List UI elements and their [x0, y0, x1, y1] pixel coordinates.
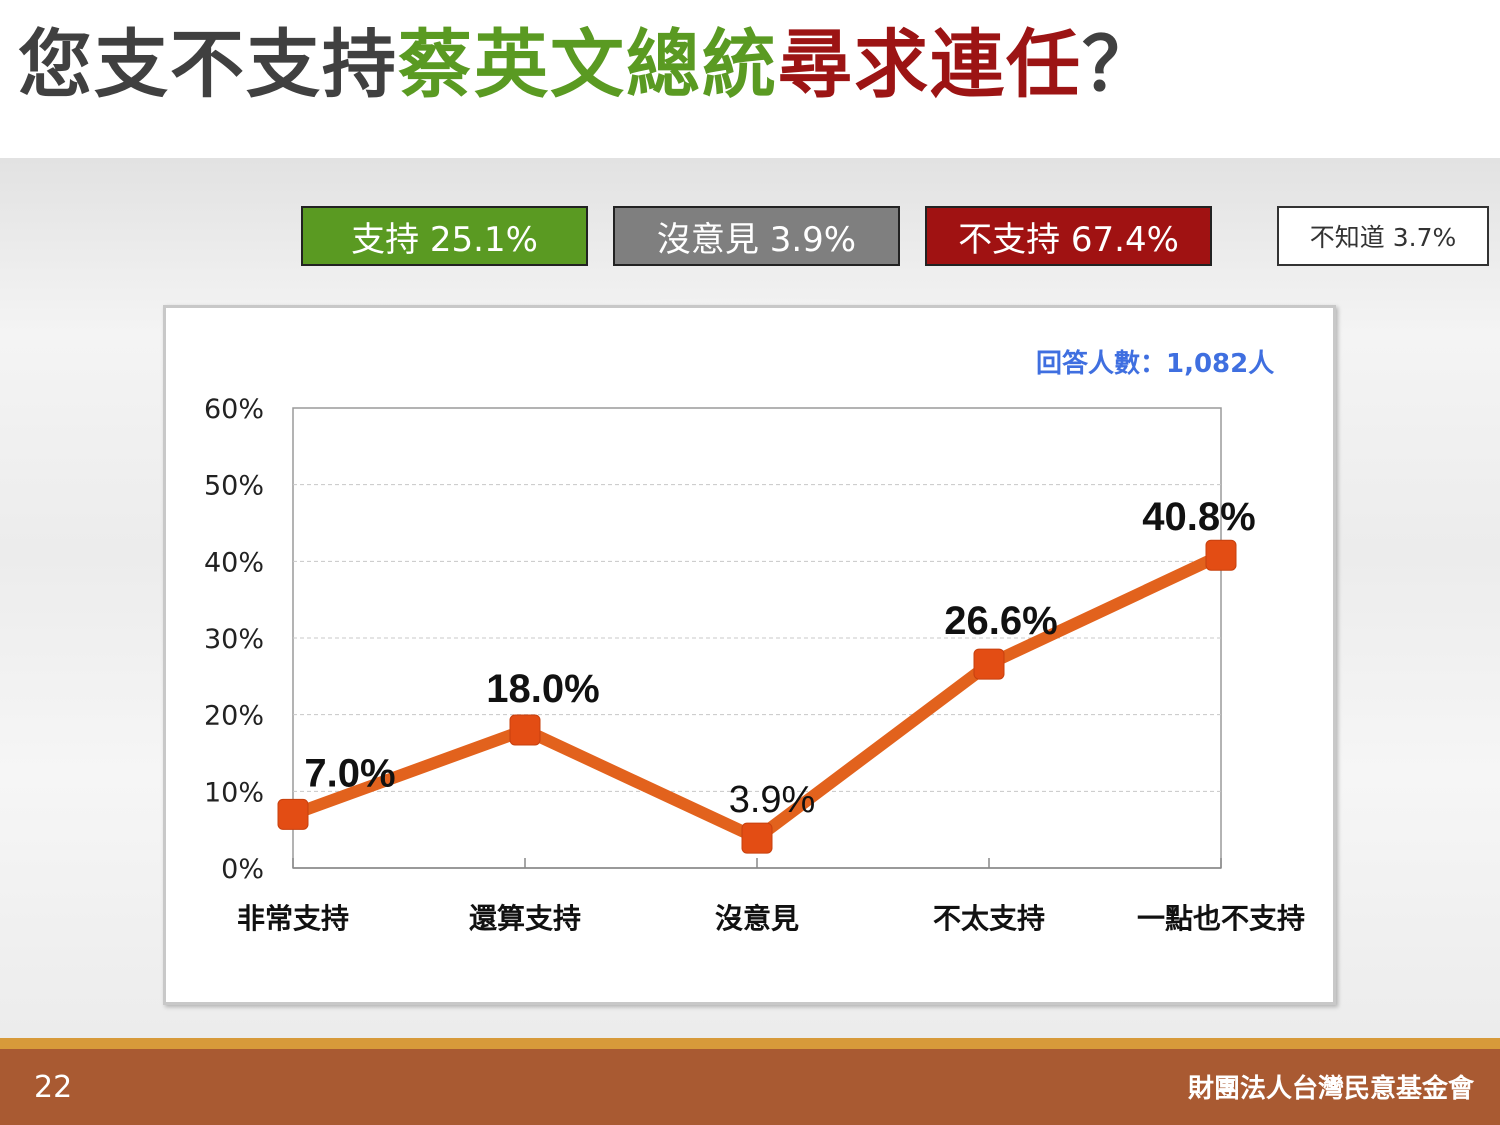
page-title: 您支不支持蔡英文總統尋求連任？: [18, 28, 1158, 102]
title-part-mark: ？: [1082, 22, 1158, 108]
summary-no-opinion-box: 沒意見 3.9%: [613, 206, 900, 266]
y-tick-label: 10%: [204, 777, 264, 808]
y-tick-label: 0%: [221, 854, 264, 885]
y-tick-label: 40%: [204, 547, 264, 578]
summary-support-box: 支持 25.1%: [301, 206, 588, 266]
x-category-label: 還算支持: [469, 902, 581, 935]
x-category-label: 一點也不支持: [1137, 902, 1305, 935]
x-category-label: 非常支持: [237, 902, 349, 935]
respondent-count: 回答人數：1,082人: [1036, 349, 1275, 379]
data-label: 3.9%: [729, 779, 816, 821]
data-label: 26.6%: [944, 599, 1057, 643]
y-tick-label: 50%: [204, 471, 264, 502]
organization-name: 財團法人台灣民意基金會: [1187, 1074, 1474, 1104]
page-number: 22: [34, 1070, 73, 1105]
data-point-marker: [277, 798, 309, 830]
footer-bar: [0, 1049, 1500, 1125]
data-point-marker: [1205, 539, 1237, 571]
summary-dont-know-box: 不知道 3.7%: [1277, 206, 1489, 266]
data-point-marker: [509, 714, 541, 746]
y-tick-label: 60%: [204, 394, 264, 425]
summary-oppose-box: 不支持 67.4%: [925, 206, 1212, 266]
y-tick-label: 30%: [204, 624, 264, 655]
data-point-marker: [741, 822, 773, 854]
title-part-question: 您支不支持: [18, 22, 398, 108]
data-label: 18.0%: [486, 667, 599, 711]
x-category-label: 不太支持: [933, 902, 1045, 935]
footer-accent-line: [0, 1038, 1500, 1049]
x-category-label: 沒意見: [715, 902, 799, 935]
title-bar: 您支不支持蔡英文總統尋求連任？: [0, 0, 1500, 158]
data-point-marker: [973, 648, 1005, 680]
y-tick-label: 20%: [204, 701, 264, 732]
data-label: 7.0%: [304, 751, 395, 795]
data-label: 40.8%: [1142, 495, 1255, 539]
title-part-reelection: 尋求連任: [778, 22, 1082, 108]
title-part-president: 蔡英文總統: [398, 22, 778, 108]
